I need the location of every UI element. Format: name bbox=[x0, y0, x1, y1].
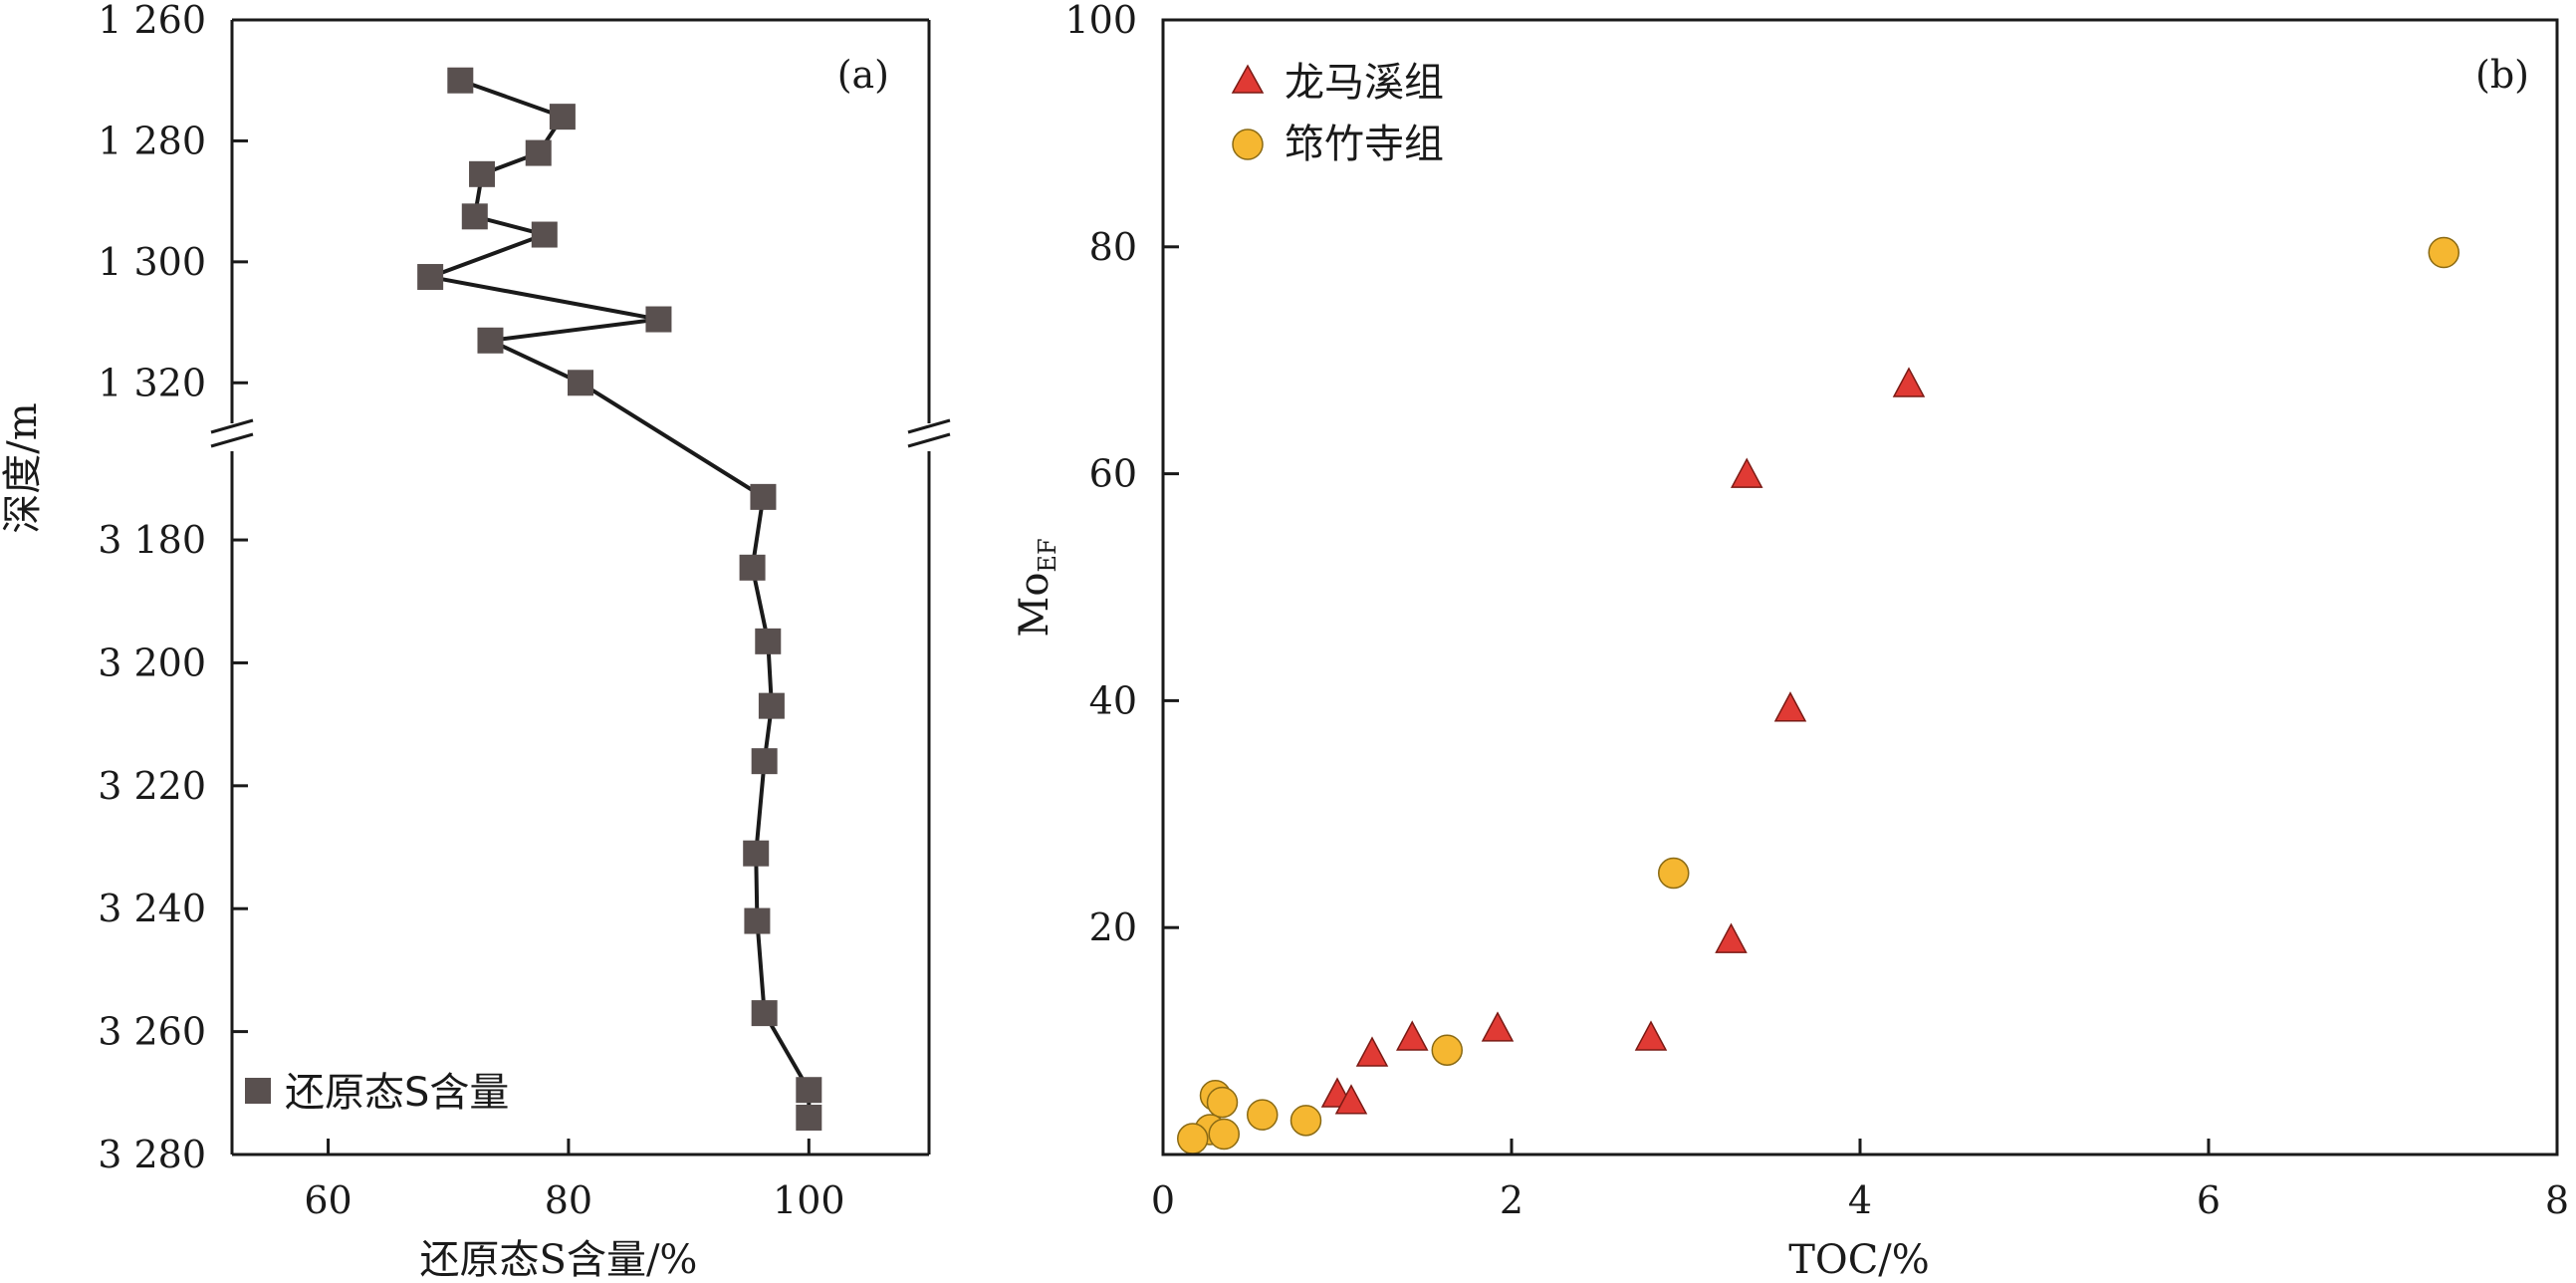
legend-label-qiongzhusi: 筇竹寺组 bbox=[1285, 122, 1444, 167]
legend-marker-qiongzhusi bbox=[1232, 128, 1264, 160]
qiongzhusi-data-point bbox=[1208, 1118, 1240, 1151]
panel-a-label: (a) bbox=[837, 53, 889, 97]
qiongzhusi-data-point bbox=[1289, 1105, 1322, 1137]
panel-a-x-tick-label: 60 bbox=[304, 1178, 351, 1222]
qiongzhusi-data-point bbox=[1431, 1034, 1463, 1066]
longmaxi-data-point bbox=[1773, 691, 1807, 722]
panel-b-x-tick-label: 8 bbox=[2545, 1178, 2569, 1222]
panel-a-y-tick-label: 3 280 bbox=[98, 1133, 206, 1176]
panel-a-data-point bbox=[525, 139, 552, 166]
panel-a-y-tick-label: 1 280 bbox=[98, 119, 206, 162]
panel-a-frame bbox=[230, 18, 931, 1156]
panel-a-data-point bbox=[477, 327, 504, 354]
longmaxi-data-point bbox=[1892, 367, 1926, 397]
panel-b-x-tick-label: 4 bbox=[1848, 1178, 1872, 1222]
panel-a-data-point bbox=[469, 160, 496, 187]
panel-a-data-point bbox=[751, 1000, 778, 1027]
panel-b-x-ticks: 0 2 4 6 8 bbox=[1151, 1139, 2569, 1222]
panel-a-x-axis-title: 还原态S含量/% bbox=[420, 1237, 698, 1283]
panel-a-y-tick-label: 3 240 bbox=[98, 887, 206, 930]
panel-a-data-point bbox=[744, 907, 771, 934]
panel-a-data-point bbox=[750, 483, 777, 510]
longmaxi-data-point bbox=[1334, 1084, 1368, 1115]
longmaxi-data-point bbox=[1730, 457, 1763, 488]
panel-a-legend-label: 还原态S含量 bbox=[285, 1070, 509, 1116]
panel-a-y-tick-label: 3 260 bbox=[98, 1010, 206, 1054]
qiongzhusi-data-point bbox=[1206, 1086, 1239, 1119]
svg-text:MoEF: MoEF bbox=[1012, 538, 1061, 637]
panel-b-data-points bbox=[1177, 236, 2459, 1155]
panel-a-data-point bbox=[549, 104, 576, 130]
qiongzhusi-data-point bbox=[1247, 1099, 1279, 1131]
panel-b-x-axis-title: TOC/% bbox=[1788, 1237, 1930, 1283]
panel-b-y-ticks: 20 40 60 80 100 bbox=[1064, 0, 1179, 949]
longmaxi-data-point bbox=[1634, 1020, 1668, 1051]
panel-b-x-tick-label: 6 bbox=[2197, 1178, 2221, 1222]
panel-b-x-tick-label: 2 bbox=[1500, 1178, 1523, 1222]
panel-a-y-axis-title: 深度/m bbox=[0, 402, 46, 533]
panel-a-y-ticks: 1 260 1 280 1 300 1 320 3 180 3 200 3 220 3 240… bbox=[98, 0, 248, 1176]
panel-a-data-point bbox=[461, 203, 488, 230]
panel-a-data-point bbox=[568, 370, 593, 396]
panel-b-label: (b) bbox=[2475, 53, 2529, 97]
qiongzhusi-data-point bbox=[2428, 236, 2459, 269]
panel-a-data-point bbox=[417, 264, 444, 291]
panel-a-y-tick-label: 3 180 bbox=[98, 518, 206, 562]
panel-b-legend: 龙马溪组 筇竹寺组 bbox=[1231, 60, 1444, 167]
y-axis-title-subscript: EF bbox=[1034, 538, 1061, 572]
panel-a-y-tick-label: 1 320 bbox=[98, 361, 206, 404]
panel-a-data-point bbox=[447, 67, 474, 94]
longmaxi-data-point bbox=[1395, 1020, 1429, 1051]
panel-a-data-point bbox=[645, 306, 672, 333]
panel-a-data-point bbox=[531, 221, 558, 248]
longmaxi-data-point bbox=[1715, 922, 1748, 953]
panel-a-legend-marker bbox=[245, 1078, 271, 1104]
panel-a-depth-profile: 1 260 1 280 1 300 1 320 3 180 3 200 3 220 3 240… bbox=[0, 0, 951, 1283]
panel-b-y-tick-label: 60 bbox=[1089, 452, 1137, 496]
panel-a-x-tick-label: 100 bbox=[773, 1178, 845, 1222]
panel-a-data-point bbox=[751, 748, 778, 775]
panel-b-y-tick-label: 40 bbox=[1089, 678, 1137, 722]
panel-a-x-tick-label: 80 bbox=[545, 1178, 592, 1222]
y-axis-title-main: Mo bbox=[1012, 573, 1057, 638]
legend-marker-longmaxi bbox=[1231, 64, 1265, 94]
panel-a-data-points bbox=[417, 67, 822, 1131]
panel-a-data-point bbox=[758, 692, 785, 719]
panel-a-y-tick-label: 3 200 bbox=[98, 641, 206, 684]
panel-a-data-point bbox=[755, 628, 782, 654]
panel-a-legend: 还原态S含量 bbox=[245, 1070, 509, 1116]
qiongzhusi-data-point bbox=[1658, 857, 1690, 890]
panel-b-x-tick-label: 0 bbox=[1151, 1178, 1175, 1222]
longmaxi-data-point bbox=[1355, 1036, 1389, 1067]
panel-a-y-tick-label: 1 260 bbox=[98, 0, 206, 42]
panel-b-y-tick-label: 100 bbox=[1064, 0, 1137, 42]
panel-a-axis-break-left bbox=[210, 418, 254, 448]
panel-b-scatter: 20 40 60 80 100 0 2 4 6 8 (b) 龙马溪组 筇竹寺组 TOC/% Mo… bbox=[1012, 0, 2569, 1283]
legend-label-longmaxi: 龙马溪组 bbox=[1285, 60, 1444, 106]
panel-a-data-point bbox=[796, 1104, 822, 1131]
panel-a-x-ticks: 60 80 100 bbox=[304, 1139, 845, 1222]
panel-a-data-point bbox=[796, 1077, 822, 1104]
panel-b-y-tick-label: 80 bbox=[1089, 225, 1137, 269]
qiongzhusi-data-point bbox=[1177, 1123, 1209, 1155]
panel-a-axis-break-right bbox=[907, 418, 951, 448]
panel-a-data-point bbox=[739, 554, 766, 581]
panel-a-data-point bbox=[743, 840, 770, 867]
panel-b-y-axis-title: MoEF bbox=[1012, 538, 1061, 637]
panel-a-y-tick-label: 1 300 bbox=[98, 240, 206, 284]
longmaxi-data-point bbox=[1481, 1011, 1515, 1042]
panel-b-y-tick-label: 20 bbox=[1089, 905, 1137, 949]
panel-a-y-tick-label: 3 220 bbox=[98, 764, 206, 808]
